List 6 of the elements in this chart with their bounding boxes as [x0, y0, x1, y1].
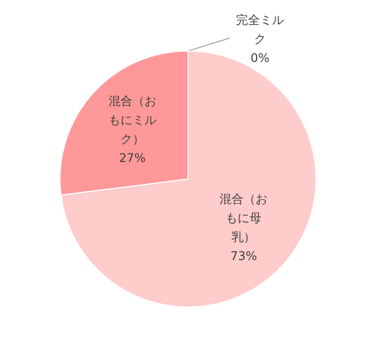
slice-label: 混合（おもにミルク）	[108, 94, 156, 146]
slice-label: 混合（おもに母乳）	[220, 192, 268, 244]
data-label: 73%	[229, 248, 258, 266]
data-label: 27%	[118, 150, 147, 167]
category-label: 完全ミルク	[236, 12, 284, 46]
text: 0%	[250, 50, 270, 64]
